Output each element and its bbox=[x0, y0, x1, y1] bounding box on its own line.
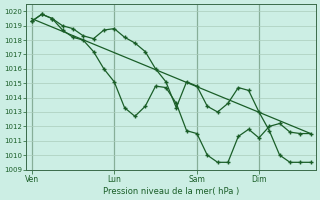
X-axis label: Pression niveau de la mer( hPa ): Pression niveau de la mer( hPa ) bbox=[103, 187, 239, 196]
